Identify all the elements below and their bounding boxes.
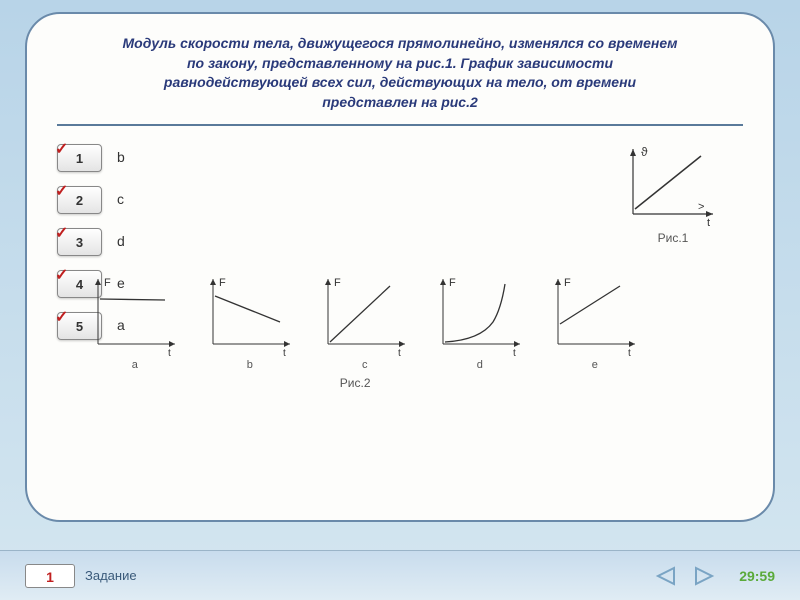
- svg-text:F: F: [219, 277, 226, 289]
- arrow-right-icon: [692, 565, 716, 587]
- timer: 29:59: [739, 568, 775, 584]
- chart-e: F t e: [540, 274, 650, 371]
- chart-label: e: [540, 359, 650, 371]
- task-number: 1: [25, 564, 75, 588]
- figure-1: ϑ > t Рис.1: [613, 144, 733, 254]
- chart-label: a: [80, 359, 190, 371]
- svg-text:t: t: [283, 348, 286, 359]
- divider: [57, 124, 743, 126]
- option-label: d: [117, 233, 125, 253]
- chart-c: F t c: [310, 274, 420, 371]
- arrow-left-icon: [654, 565, 678, 587]
- x-axis-label: t: [707, 217, 710, 229]
- check-icon: ✓: [55, 265, 68, 285]
- svg-text:t: t: [628, 348, 631, 359]
- figures-area: ϑ > t Рис.1 F t: [140, 144, 743, 340]
- svg-text:F: F: [449, 277, 456, 289]
- check-icon: ✓: [55, 223, 68, 243]
- content-area: ✓ 1 ✓ 2 ✓ 3 ✓ 4 ✓ 5 b c d e: [57, 144, 743, 340]
- nav-arrows: [651, 563, 719, 589]
- fig1-caption: Рис.1: [613, 231, 733, 245]
- chart-label: d: [425, 359, 535, 371]
- svg-text:t: t: [513, 348, 516, 359]
- svg-text:>: >: [698, 201, 704, 213]
- fig1-chart: ϑ > t: [613, 144, 723, 229]
- q-line3: равнодействующей всех сил, действующих н…: [164, 74, 636, 90]
- chart-a: F t a: [80, 274, 190, 371]
- y-axis-label: ϑ: [641, 145, 648, 159]
- fig2-caption: Рис.2: [340, 376, 371, 390]
- task-label: Задание: [85, 568, 137, 583]
- svg-text:F: F: [104, 277, 111, 289]
- main-panel: Модуль скорости тела, движущегося прямол…: [25, 12, 775, 522]
- question-text: Модуль скорости тела, движущегося прямол…: [57, 34, 743, 112]
- option-num: 2: [76, 193, 83, 208]
- q-line4: представлен на рис.2: [322, 94, 478, 110]
- bottom-bar: 1 Задание 29:59: [0, 550, 800, 600]
- option-button-1[interactable]: ✓ 1: [57, 144, 102, 172]
- check-icon: ✓: [55, 139, 68, 159]
- svg-text:t: t: [398, 348, 401, 359]
- option-button-2[interactable]: ✓ 2: [57, 186, 102, 214]
- chart-b: F t b: [195, 274, 305, 371]
- svg-text:t: t: [168, 348, 171, 359]
- check-icon: ✓: [55, 307, 68, 327]
- q-line1: Модуль скорости тела, движущегося прямол…: [123, 35, 678, 51]
- task-indicator: 1 Задание: [25, 564, 137, 588]
- check-icon: ✓: [55, 181, 68, 201]
- next-button[interactable]: [689, 563, 719, 589]
- option-label: b: [117, 149, 125, 169]
- option-label: c: [117, 191, 125, 211]
- option-button-3[interactable]: ✓ 3: [57, 228, 102, 256]
- chart-label: b: [195, 359, 305, 371]
- figure-2-row: F t a F t b: [80, 274, 650, 371]
- chart-label: c: [310, 359, 420, 371]
- prev-button[interactable]: [651, 563, 681, 589]
- q-line2: по закону, представленному на рис.1. Гра…: [187, 55, 613, 71]
- option-num: 1: [76, 151, 83, 166]
- svg-text:F: F: [564, 277, 571, 289]
- chart-d: F t d: [425, 274, 535, 371]
- svg-text:F: F: [334, 277, 341, 289]
- option-num: 3: [76, 235, 83, 250]
